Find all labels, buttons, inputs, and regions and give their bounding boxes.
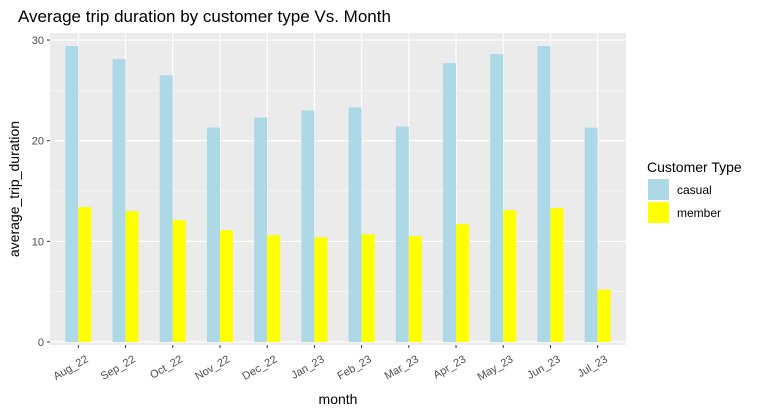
x-tick-label: Oct_22 (148, 353, 185, 381)
legend-label-casual: casual (677, 183, 712, 197)
bar-casual-Jan_23 (301, 110, 315, 342)
x-axis: Aug_22 Sep_22 Oct_22 Nov_22 Dec_22 Jan_23 Feb_… (52, 345, 610, 383)
bar-member-May_23 (503, 210, 517, 342)
bar-member-Jan_23 (314, 237, 328, 342)
bar-casual-Feb_23 (348, 107, 362, 342)
bar-member-Sep_22 (125, 211, 139, 342)
bar-member-Feb_23 (361, 234, 375, 342)
x-tick-label: Sep_22 (99, 353, 138, 382)
bar-casual-Apr_23 (443, 63, 457, 342)
x-axis-title: month (319, 391, 358, 407)
y-axis: 0 10 20 30 (32, 35, 50, 349)
bar-member-Oct_22 (172, 220, 186, 342)
bar-member-Dec_22 (267, 235, 281, 342)
bars (65, 46, 611, 342)
bar-member-Nov_22 (219, 230, 233, 342)
x-tick-label: Aug_22 (52, 353, 91, 382)
y-tick-label: 30 (32, 35, 44, 47)
x-tick-label: Apr_23 (431, 353, 468, 381)
bar-casual-Oct_22 (159, 75, 173, 342)
legend-title: Customer Type (647, 159, 742, 175)
bar-member-Apr_23 (456, 224, 470, 342)
legend-swatch-casual (648, 179, 669, 200)
x-tick-label: Jul_23 (576, 353, 610, 380)
legend-swatch-member (648, 202, 669, 223)
x-tick-label: Mar_23 (383, 353, 421, 382)
y-axis-title: average_trip_duration (6, 121, 22, 257)
bar-casual-Aug_22 (65, 46, 79, 342)
bar-member-Mar_23 (408, 236, 422, 342)
x-tick-label: Jan_23 (289, 353, 326, 381)
bar-member-Aug_22 (78, 207, 92, 342)
x-tick-label: Feb_23 (335, 353, 373, 382)
bar-casual-Nov_22 (206, 127, 220, 342)
bar-member-Jul_23 (597, 289, 611, 342)
bar-casual-Jul_23 (584, 127, 598, 342)
plot-panel (50, 33, 626, 345)
y-tick-label: 0 (38, 337, 44, 349)
bar-member-Jun_23 (550, 208, 564, 342)
x-tick-label: Dec_22 (240, 353, 279, 382)
y-tick-label: 20 (32, 136, 44, 148)
minor-gridlines (50, 90, 626, 292)
bar-casual-Mar_23 (395, 126, 409, 342)
bar-casual-May_23 (490, 54, 504, 342)
bar-casual-Dec_22 (254, 117, 268, 342)
x-tick-label: Jun_23 (525, 353, 562, 381)
bar-casual-Sep_22 (112, 59, 126, 342)
y-tick-label: 10 (32, 236, 44, 248)
legend: Customer Type casual member (647, 159, 742, 223)
x-tick-label: Nov_22 (193, 353, 232, 382)
bar-casual-Jun_23 (537, 46, 551, 342)
legend-items: casual member (648, 179, 721, 223)
legend-label-member: member (677, 206, 721, 220)
x-tick-label: May_23 (475, 353, 515, 383)
chart-title: Average trip duration by customer type V… (18, 7, 391, 26)
